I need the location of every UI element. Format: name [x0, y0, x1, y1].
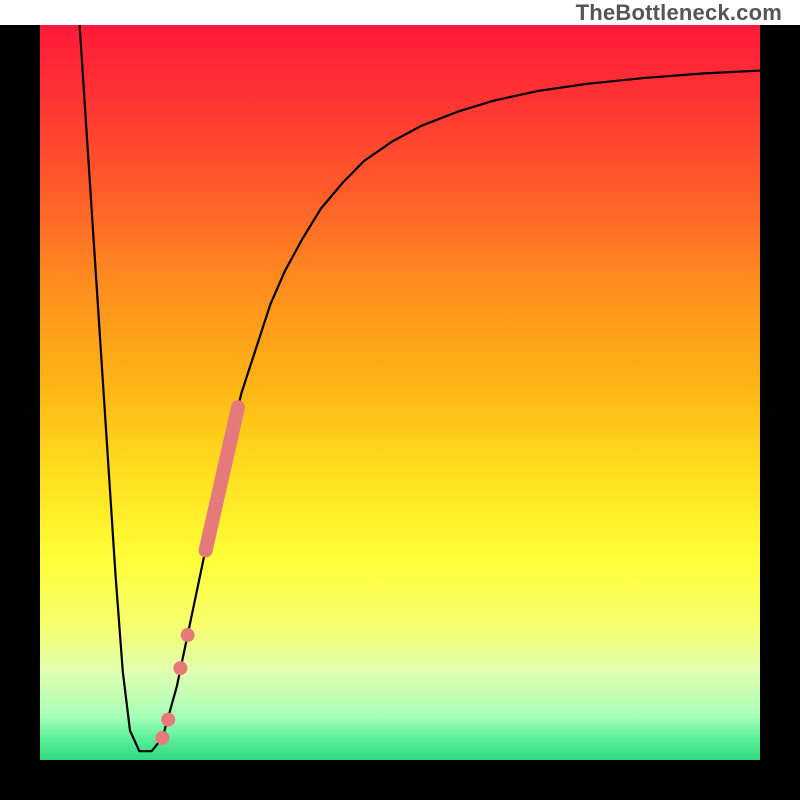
bottleneck-chart: [0, 0, 800, 800]
watermark-text: TheBottleneck.com: [576, 0, 782, 26]
